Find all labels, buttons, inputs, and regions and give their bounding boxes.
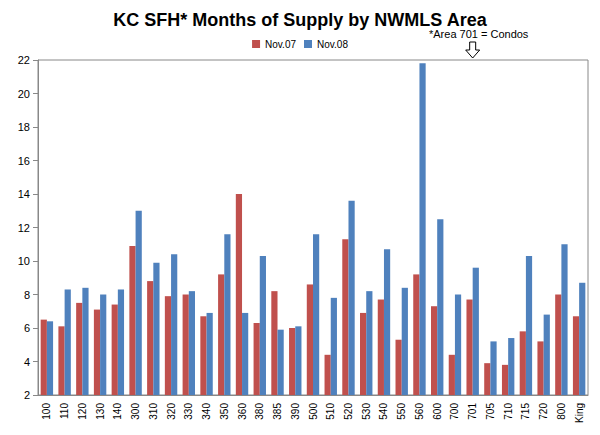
svg-text:4: 4 xyxy=(24,356,30,368)
svg-text:330: 330 xyxy=(183,403,194,420)
svg-text:705: 705 xyxy=(485,403,496,420)
svg-text:120: 120 xyxy=(77,403,88,420)
svg-text:100: 100 xyxy=(41,403,52,420)
svg-text:390: 390 xyxy=(290,403,301,420)
svg-text:14: 14 xyxy=(18,188,30,200)
svg-text:*Area 701 = Condos: *Area 701 = Condos xyxy=(429,27,529,40)
svg-text:310: 310 xyxy=(148,403,159,420)
svg-text:King: King xyxy=(574,403,585,423)
svg-text:715: 715 xyxy=(520,403,531,420)
svg-text:385: 385 xyxy=(272,403,283,420)
svg-text:701: 701 xyxy=(467,403,478,420)
svg-text:380: 380 xyxy=(254,403,265,420)
svg-text:110: 110 xyxy=(59,403,70,419)
svg-text:140: 140 xyxy=(112,403,123,420)
svg-text:510: 510 xyxy=(325,403,336,420)
svg-text:350: 350 xyxy=(219,403,230,420)
svg-text:700: 700 xyxy=(449,403,460,420)
svg-text:Nov.07: Nov.07 xyxy=(265,39,296,50)
svg-text:Nov.08: Nov.08 xyxy=(317,39,348,50)
svg-text:340: 340 xyxy=(201,403,212,420)
svg-text:20: 20 xyxy=(18,88,30,100)
svg-text:530: 530 xyxy=(361,403,372,420)
svg-text:360: 360 xyxy=(237,403,248,420)
svg-text:600: 600 xyxy=(432,403,443,420)
svg-text:550: 550 xyxy=(396,403,407,420)
svg-text:130: 130 xyxy=(95,403,106,420)
svg-text:2: 2 xyxy=(24,389,30,401)
svg-text:560: 560 xyxy=(414,403,425,420)
svg-text:720: 720 xyxy=(538,403,549,420)
svg-text:300: 300 xyxy=(130,403,141,420)
svg-text:540: 540 xyxy=(378,403,389,420)
svg-text:16: 16 xyxy=(18,155,30,167)
svg-text:12: 12 xyxy=(18,222,30,234)
svg-text:800: 800 xyxy=(556,403,567,420)
svg-text:18: 18 xyxy=(18,121,30,133)
svg-text:710: 710 xyxy=(503,403,514,420)
svg-text:22: 22 xyxy=(18,54,30,66)
svg-text:KC SFH* Months of Supply by NW: KC SFH* Months of Supply by NWMLS Area xyxy=(113,10,487,30)
svg-text:320: 320 xyxy=(166,403,177,420)
svg-text:6: 6 xyxy=(24,322,30,334)
svg-text:8: 8 xyxy=(24,289,30,301)
svg-text:10: 10 xyxy=(18,255,30,267)
svg-text:500: 500 xyxy=(308,403,319,420)
svg-text:520: 520 xyxy=(343,403,354,420)
